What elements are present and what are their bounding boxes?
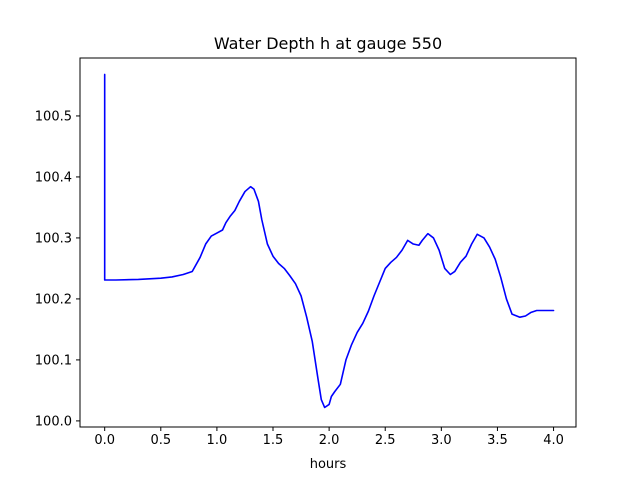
chart-title: Water Depth h at gauge 550 bbox=[214, 34, 442, 53]
x-tick-label: 0.0 bbox=[94, 433, 115, 448]
y-tick-label: 100.4 bbox=[35, 170, 72, 185]
x-tick-label: 3.0 bbox=[431, 433, 452, 448]
y-tick-label: 100.0 bbox=[35, 414, 72, 429]
y-tick-label: 100.5 bbox=[35, 109, 72, 124]
y-tick-label: 100.1 bbox=[35, 353, 72, 368]
y-tick-label: 100.2 bbox=[35, 292, 72, 307]
y-axis-ticks: 100.0 100.1 100.2 100.3 100.4 100.5 bbox=[35, 109, 80, 429]
x-tick-label: 3.5 bbox=[487, 433, 508, 448]
x-axis-ticks: 0.0 0.5 1.0 1.5 2.0 2.5 3.0 3.5 4.0 bbox=[94, 427, 564, 448]
x-tick-label: 4.0 bbox=[543, 433, 564, 448]
x-tick-label: 1.5 bbox=[263, 433, 284, 448]
x-tick-label: 1.0 bbox=[207, 433, 228, 448]
x-axis-label: hours bbox=[310, 457, 347, 472]
x-tick-label: 0.5 bbox=[150, 433, 171, 448]
x-tick-label: 2.0 bbox=[319, 433, 340, 448]
y-tick-label: 100.3 bbox=[35, 231, 72, 246]
x-tick-label: 2.5 bbox=[375, 433, 396, 448]
plot-area bbox=[103, 73, 555, 409]
plot-frame bbox=[79, 57, 577, 428]
series-line-0 bbox=[103, 73, 555, 409]
